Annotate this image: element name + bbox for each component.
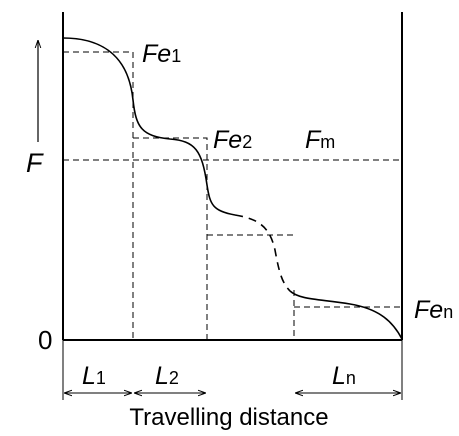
l1-label: L1 xyxy=(82,362,106,390)
fe2-label: Fe2 xyxy=(213,126,252,154)
y-axis-label: F xyxy=(26,148,44,178)
ln-label: Ln xyxy=(332,362,356,390)
step-lines xyxy=(63,51,402,340)
force-curve-dashed xyxy=(234,214,291,292)
l2-label: L2 xyxy=(155,362,179,390)
force-curve-upper xyxy=(62,37,236,216)
force-curve-lower xyxy=(289,290,403,340)
fe1-label: Fe1 xyxy=(142,40,181,68)
origin-label: 0 xyxy=(38,325,52,355)
x-axis-label: Travelling distance xyxy=(129,404,328,431)
fm-label: Fm xyxy=(305,126,335,154)
fen-label: Fen xyxy=(414,296,453,324)
